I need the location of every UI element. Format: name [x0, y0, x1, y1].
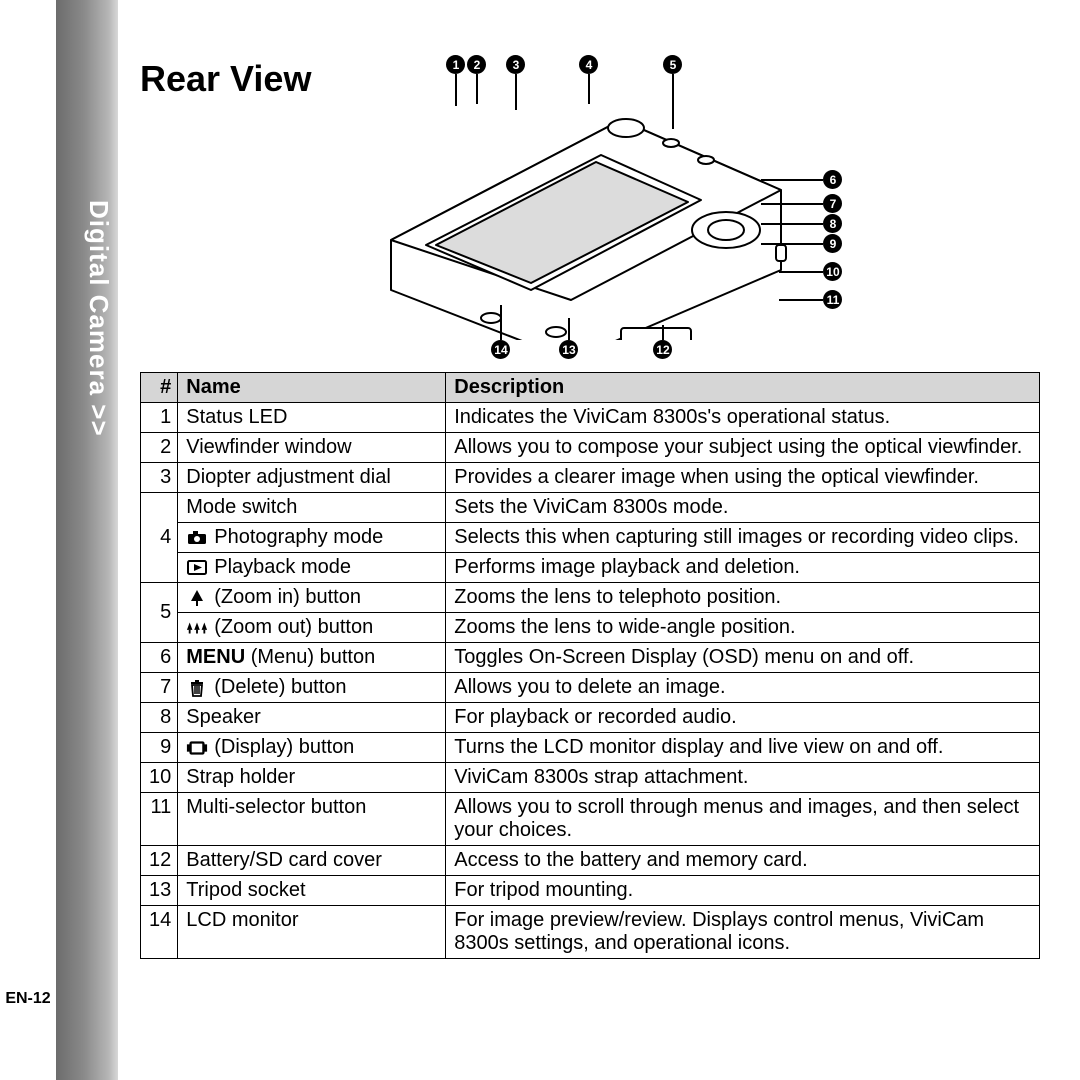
rear-view-diagram: 1 2 3 4 5 6 7 8 9 10 11	[341, 50, 1040, 360]
callout-7: 7	[823, 194, 842, 213]
table-row: (Zoom out) button Zooms the lens to wide…	[141, 613, 1040, 643]
table-row: 9 (Display) button Turns the LCD monitor…	[141, 733, 1040, 763]
playback-icon	[186, 559, 208, 577]
table-row: 3 Diopter adjustment dial Provides a cle…	[141, 463, 1040, 493]
table-row: 13 Tripod socket For tripod mounting.	[141, 876, 1040, 906]
table-row: 12 Battery/SD card cover Access to the b…	[141, 846, 1040, 876]
parts-table: # Name Description 1 Status LED Indicate…	[140, 372, 1040, 959]
table-row: 14 LCD monitor For image preview/review.…	[141, 906, 1040, 959]
page-title: Rear View	[140, 58, 311, 100]
callout-9: 9	[823, 234, 842, 253]
parts-table-wrap: # Name Description 1 Status LED Indicate…	[140, 372, 1040, 959]
table-row: Photography mode Selects this when captu…	[141, 523, 1040, 553]
callout-12: 12	[653, 340, 672, 359]
callout-8: 8	[823, 214, 842, 233]
table-row: 10 Strap holder ViviCam 8300s strap atta…	[141, 763, 1040, 793]
callout-13: 13	[559, 340, 578, 359]
zoom-in-icon	[186, 589, 208, 607]
page-number: EN-12	[0, 990, 56, 1008]
callout-6: 6	[823, 170, 842, 189]
zoom-out-icon	[186, 619, 208, 637]
table-row: 4 Mode switch Sets the ViviCam 8300s mod…	[141, 493, 1040, 523]
camera-icon	[186, 529, 208, 547]
table-row: 7 (Delete) button Allows you to delete a…	[141, 673, 1040, 703]
manual-page: Digital Camera >> EN-12 Rear View	[0, 0, 1080, 1080]
table-row: 6 MENU (Menu) button Toggles On-Screen D…	[141, 643, 1040, 673]
table-row: 8 Speaker For playback or recorded audio…	[141, 703, 1040, 733]
display-icon	[186, 739, 208, 757]
sidebar-section-label: Digital Camera >>	[64, 200, 114, 437]
callout-1: 1	[446, 55, 465, 74]
callout-10: 10	[823, 262, 842, 281]
table-row: 5 (Zoom in) button Zooms the lens to tel…	[141, 583, 1040, 613]
table-header-row: # Name Description	[141, 373, 1040, 403]
callout-4: 4	[579, 55, 598, 74]
sidebar-gradient: Digital Camera >>	[56, 0, 118, 1080]
page-content: Rear View	[140, 50, 1040, 959]
callout-11: 11	[823, 290, 842, 309]
callout-2: 2	[467, 55, 486, 74]
table-row: Playback mode Performs image playback an…	[141, 553, 1040, 583]
callout-5: 5	[663, 55, 682, 74]
trash-icon	[186, 679, 208, 697]
col-head-num: #	[141, 373, 178, 403]
col-head-desc: Description	[446, 373, 1040, 403]
callout-14: 14	[491, 340, 510, 359]
table-row: 1 Status LED Indicates the ViviCam 8300s…	[141, 403, 1040, 433]
table-row: 11 Multi-selector button Allows you to s…	[141, 793, 1040, 846]
col-head-name: Name	[178, 373, 446, 403]
camera-illustration	[371, 80, 801, 340]
table-row: 2 Viewfinder window Allows you to compos…	[141, 433, 1040, 463]
callout-3: 3	[506, 55, 525, 74]
